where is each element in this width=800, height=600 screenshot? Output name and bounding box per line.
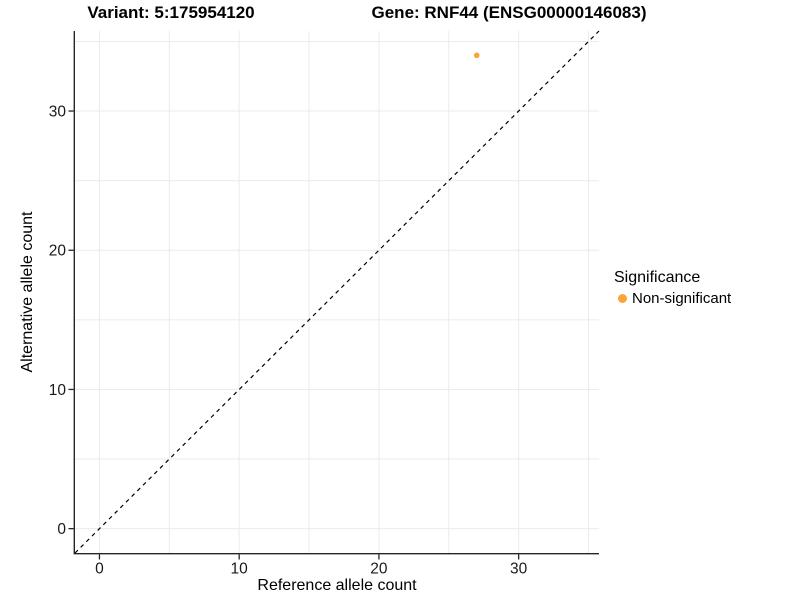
data-point (473, 52, 480, 59)
legend-title: Significance (614, 269, 701, 286)
x-tick-label: 20 (370, 561, 388, 578)
legend-entry: Non-significant (614, 290, 731, 307)
y-tick-label: 0 (57, 521, 66, 538)
legend-marker-icon (618, 294, 627, 303)
x-tick-label: 10 (231, 561, 249, 578)
y-tick-label: 30 (49, 104, 67, 121)
plot-title-variant: Variant: 5:175954120 (87, 3, 255, 22)
x-tick-label: 0 (95, 561, 104, 578)
identity-line (74, 30, 600, 554)
y-axis-title: Alternative allele count (19, 211, 36, 373)
x-tick-label: 30 (510, 561, 528, 578)
legend: Significance Non-significant (614, 269, 731, 307)
x-axis-title: Reference allele count (257, 577, 417, 594)
y-tick-label: 20 (49, 243, 67, 260)
legend-entry-label: Non-significant (632, 290, 732, 307)
plot-title-gene: Gene: RNF44 (ENSG00000146083) (371, 3, 647, 22)
y-tick-label: 10 (49, 382, 67, 399)
